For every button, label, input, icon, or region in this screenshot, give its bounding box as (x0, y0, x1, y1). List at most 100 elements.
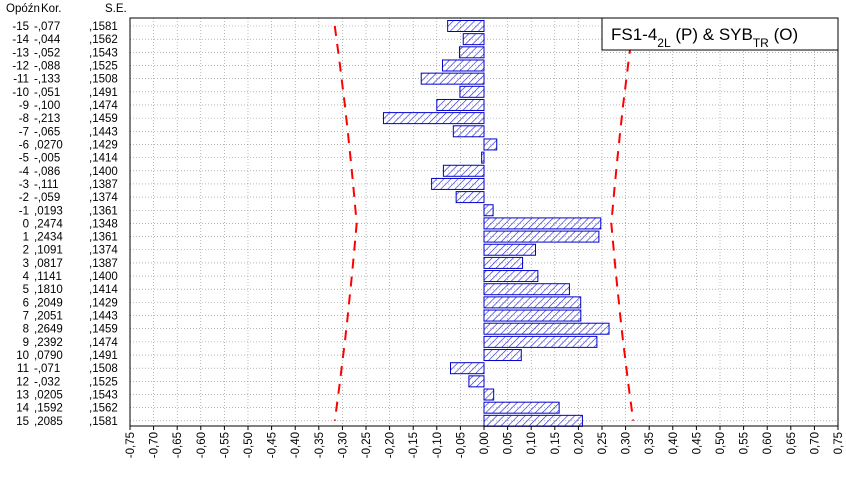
correlation-label: ,0205 (34, 390, 63, 402)
correlation-label: ,2474 (34, 218, 63, 230)
lag-label: -12 (12, 60, 29, 72)
correlation-label: -,077 (34, 21, 60, 33)
correlation-label: -,051 (34, 87, 60, 99)
correlation-label: -,071 (34, 363, 60, 375)
x-tick-label: 0,35 (644, 432, 656, 454)
x-tick-label: 0,45 (691, 432, 703, 454)
correlation-label: -,005 (34, 153, 60, 165)
x-tick-label: 0,70 (809, 432, 821, 454)
correlation-label: ,1141 (34, 271, 62, 283)
lag-label: -4 (19, 166, 30, 178)
lag-label: 15 (16, 416, 29, 428)
se-label: ,1525 (89, 376, 118, 388)
correlation-label: ,0790 (34, 350, 63, 362)
lag-label: 6 (23, 297, 29, 309)
x-tick-label: 0,40 (668, 432, 680, 454)
correlation-label: -,059 (34, 192, 60, 204)
correlation-label: ,2434 (34, 232, 63, 244)
se-label: ,1443 (89, 126, 118, 138)
x-tick-label: -0,25 (361, 432, 373, 458)
lag-label: -13 (12, 47, 29, 59)
lag-label: -3 (19, 179, 29, 191)
x-tick-label: 0,20 (573, 432, 585, 454)
se-label: ,1543 (89, 390, 118, 402)
title-segment: (P) & SYB (671, 25, 753, 44)
x-axis-layer: -0,75 -0,70 -0,65 -0,60 -0,55 -0,50 -0,45 -0,40… (125, 426, 845, 458)
correlation-label: ,0193 (34, 205, 63, 217)
se-label: ,1443 (89, 311, 118, 323)
bar (483, 283, 570, 296)
x-tick-label: -0,10 (432, 432, 444, 458)
se-label: ,1581 (89, 21, 118, 33)
x-tick-label: -0,55 (219, 432, 231, 458)
lag-label: 4 (23, 271, 30, 283)
title-subscript: TR (753, 36, 769, 50)
correlation-label: -,065 (34, 126, 60, 138)
x-tick-label: 0,05 (503, 432, 515, 454)
x-tick-label: 0,65 (786, 432, 798, 454)
x-tick-label: 0,60 (762, 432, 774, 454)
se-label: ,1374 (89, 245, 118, 257)
bar (431, 177, 485, 190)
confidence-band-layer (333, 25, 635, 421)
correlation-label: ,2392 (34, 337, 63, 349)
bar (483, 335, 598, 348)
lag-label: 2 (23, 245, 29, 257)
x-tick-label: 0,30 (621, 432, 633, 454)
x-tick-label: -0,20 (385, 432, 397, 458)
bar (462, 33, 485, 46)
se-label: ,1543 (89, 47, 118, 59)
correlation-label: ,2049 (34, 297, 63, 309)
bar (483, 322, 610, 335)
bar (483, 243, 536, 256)
title-subscript: 2L (657, 36, 671, 50)
x-tick-label: -0,45 (267, 432, 279, 458)
se-label: ,1581 (89, 416, 118, 428)
se-label: ,1387 (89, 258, 118, 270)
se-label: ,1562 (89, 403, 118, 415)
correlation-label: -,052 (34, 47, 60, 59)
bar (459, 85, 485, 98)
correlation-label: -,213 (34, 113, 60, 125)
x-tick-label: -0,05 (455, 432, 467, 458)
confidence-band-lower (333, 25, 358, 421)
se-label: ,1400 (89, 166, 118, 178)
lag-label: -15 (12, 21, 29, 33)
x-tick-label: 0,25 (597, 432, 609, 454)
lag-label: 9 (23, 337, 29, 349)
se-label: ,1361 (89, 205, 118, 217)
bar (483, 204, 494, 217)
lag-label: 11 (17, 363, 29, 375)
lag-label: 7 (23, 311, 29, 323)
bar (483, 256, 524, 269)
x-tick-label: 0,75 (833, 432, 845, 454)
se-label: ,1387 (89, 179, 118, 191)
x-tick-label: 0,50 (715, 432, 727, 454)
bar (483, 270, 539, 283)
correlation-label: ,0817 (34, 258, 63, 270)
bar (483, 388, 495, 401)
lag-label: -14 (12, 34, 29, 46)
x-tick-label: 0,55 (739, 432, 751, 454)
bar (483, 296, 582, 309)
bar (468, 375, 485, 388)
row-labels-layer: -15 -,077,1581-14 -,044,1562-13 -,052,1543-… (12, 21, 118, 428)
lag-label: 1 (23, 232, 29, 244)
correlation-label: ,1091 (34, 245, 63, 257)
se-label: ,1459 (89, 113, 118, 125)
x-tick-label: 0,00 (479, 432, 491, 454)
title-box: FS1-42L (P) & SYBTR (O) (601, 17, 839, 51)
bar (441, 59, 485, 72)
bar (483, 230, 600, 243)
bar (455, 191, 485, 204)
correlation-label: -,133 (34, 74, 60, 86)
se-label: ,1474 (89, 100, 118, 112)
lag-label: -9 (19, 100, 29, 112)
x-tick-label: -0,75 (125, 432, 137, 458)
correlation-label: -,100 (34, 100, 60, 112)
lag-label: -11 (13, 74, 29, 86)
correlation-label: ,2085 (34, 416, 63, 428)
se-label: ,1562 (89, 34, 118, 46)
x-tick-label: -0,60 (196, 432, 208, 458)
